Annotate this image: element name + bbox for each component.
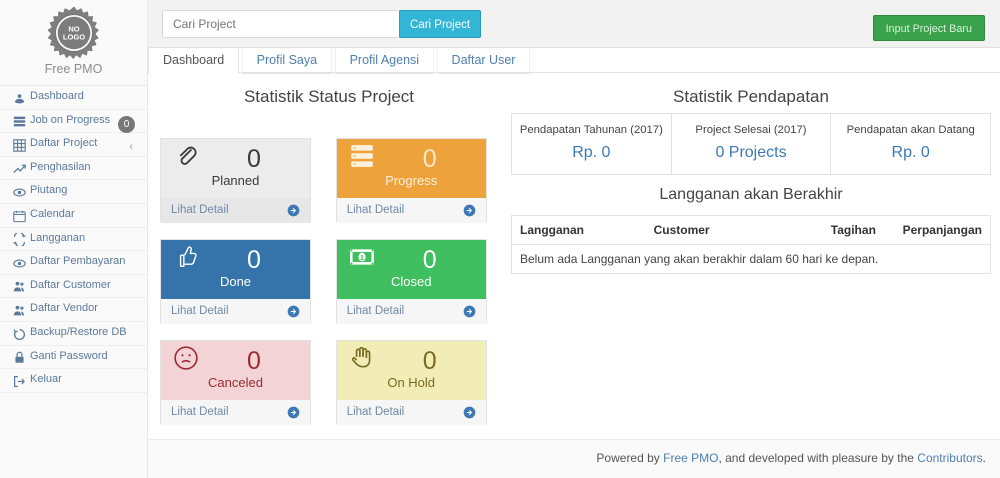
- svg-text:1: 1: [360, 254, 364, 261]
- svg-text:LOGO: LOGO: [62, 32, 84, 41]
